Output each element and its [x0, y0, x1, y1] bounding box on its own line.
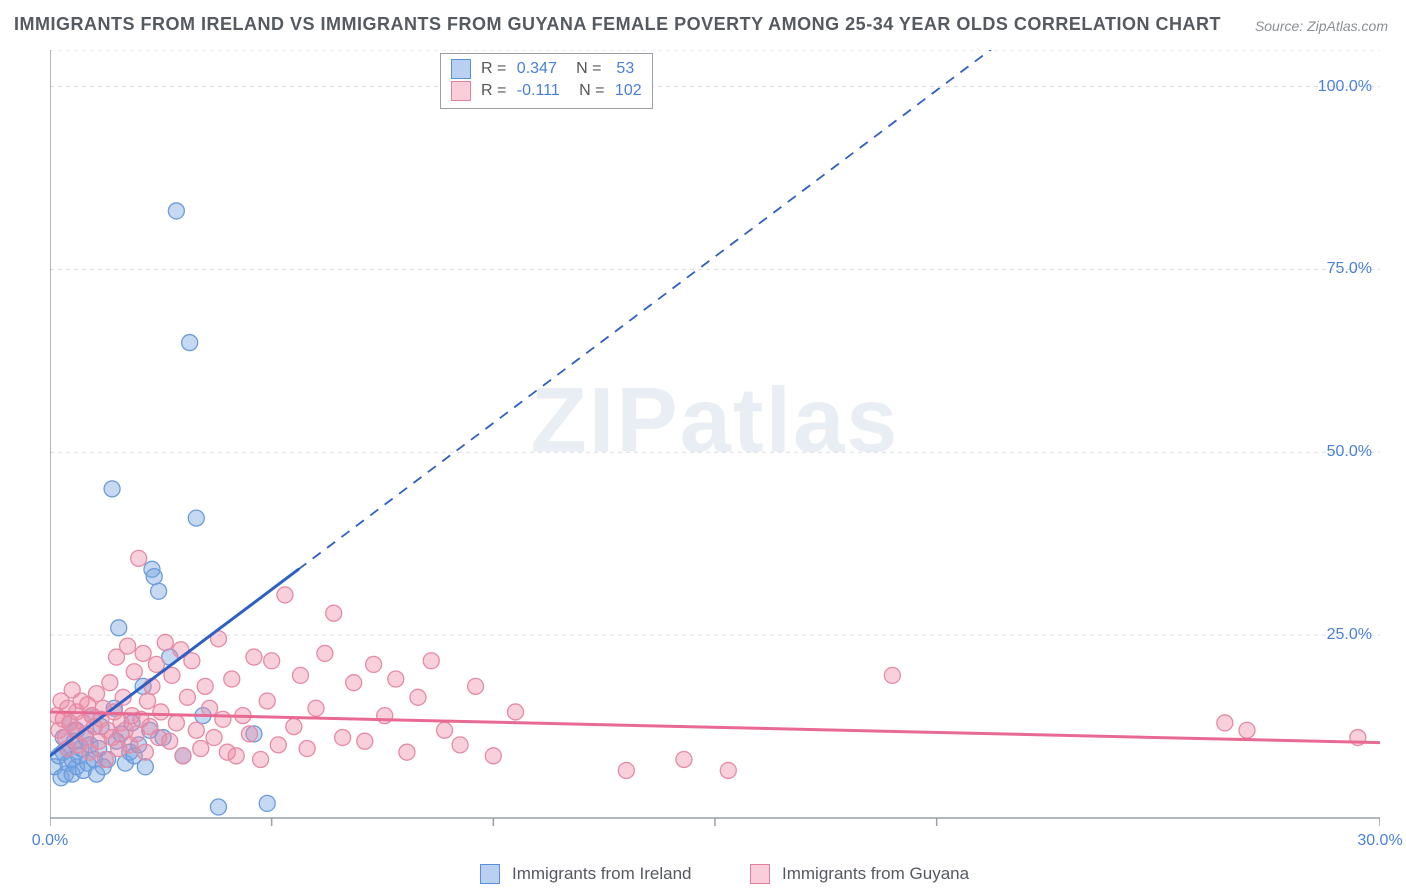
y-tick-label: 75.0%	[1327, 260, 1372, 278]
y-tick-label: 50.0%	[1327, 443, 1372, 461]
series-legend: Immigrants from Guyana	[750, 864, 969, 884]
x-tick-label: 0.0%	[32, 832, 68, 850]
plot-area: ZIPatlas 25.0%50.0%75.0%100.0%0.0%30.0%R…	[50, 50, 1380, 840]
series-legend-label: Immigrants from Ireland	[512, 864, 692, 884]
y-tick-label: 100.0%	[1318, 78, 1372, 96]
y-tick-label: 25.0%	[1327, 626, 1372, 644]
source-label: Source: ZipAtlas.com	[1255, 18, 1388, 34]
x-tick-label: 30.0%	[1357, 832, 1402, 850]
correlation-legend-row: R = -0.111 N = 102	[451, 80, 642, 102]
scatter-chart	[50, 50, 1380, 840]
legend-swatch	[451, 81, 471, 101]
legend-swatch	[480, 864, 500, 884]
correlation-legend-row: R = 0.347 N = 53	[451, 58, 642, 80]
series-legend: Immigrants from Ireland	[480, 864, 692, 884]
correlation-legend: R = 0.347 N = 53R = -0.111 N = 102	[440, 53, 653, 109]
legend-swatch	[451, 59, 471, 79]
series-legend-label: Immigrants from Guyana	[782, 864, 969, 884]
chart-title: IMMIGRANTS FROM IRELAND VS IMMIGRANTS FR…	[14, 14, 1221, 35]
legend-swatch	[750, 864, 770, 884]
